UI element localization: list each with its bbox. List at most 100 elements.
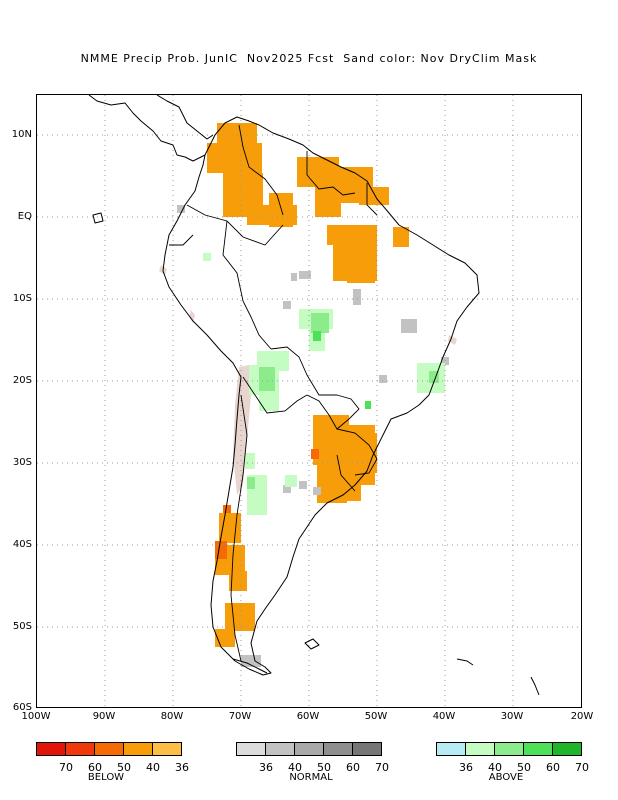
legend-below-swatch <box>37 743 66 755</box>
legend-below-swatch <box>124 743 153 755</box>
lat-label-20s: 20S <box>12 375 32 386</box>
below-cell <box>229 571 247 591</box>
above-cell <box>203 253 211 261</box>
legend-normal-swatch <box>266 743 295 755</box>
legend-normal-scale <box>236 742 382 756</box>
legend-normal-tick: 40 <box>288 761 302 774</box>
normal-cell <box>299 271 311 279</box>
lon-label-50w: 50W <box>364 711 388 722</box>
dry-mask-peru-coast <box>189 310 195 323</box>
above-cell-mid <box>259 367 275 391</box>
below-cell <box>393 227 409 247</box>
normal-cell <box>241 655 261 667</box>
dry-mask-brazil-ne <box>448 335 457 345</box>
legend-above-tick: 50 <box>517 761 531 774</box>
normal-cell <box>283 301 291 309</box>
legend-above-swatch <box>466 743 495 755</box>
normal-cell <box>283 485 291 493</box>
above-cell-mid <box>429 371 439 383</box>
falklands <box>304 638 320 650</box>
lat-label-40s: 40S <box>12 539 32 550</box>
normal-cell <box>313 487 321 495</box>
below-cell <box>217 123 257 143</box>
south-georgia <box>456 658 474 666</box>
legend-normal-tick: 36 <box>259 761 273 774</box>
legend-below-tick: 36 <box>175 761 189 774</box>
legend-normal-swatch <box>324 743 353 755</box>
border-ecuador <box>169 234 194 246</box>
border-bolivia-chile-argentina <box>242 376 308 414</box>
normal-cells <box>177 205 449 667</box>
above-normal-mid-cells <box>247 313 439 489</box>
map-frame <box>36 94 582 708</box>
border-guianas <box>366 183 378 216</box>
lon-label-100w: 100W <box>21 711 51 722</box>
legend-normal-swatch <box>353 743 381 755</box>
normal-cell <box>291 273 297 281</box>
country-borders <box>169 124 378 662</box>
graticule <box>37 95 581 707</box>
above-cell-strong <box>365 401 371 409</box>
lon-label-90w: 90W <box>92 711 116 722</box>
below-cell <box>207 143 262 173</box>
legend-below-swatch <box>153 743 181 755</box>
lon-label-80w: 80W <box>160 711 184 722</box>
legend-normal-tick: 70 <box>375 761 389 774</box>
below-cell <box>215 629 235 647</box>
legend-normal-tick: 50 <box>317 761 331 774</box>
legend-normal-swatch <box>237 743 266 755</box>
border-paraguay <box>306 394 360 430</box>
legend-above-swatch <box>524 743 553 755</box>
legend-normal-swatch <box>295 743 324 755</box>
central-america-coast <box>88 95 206 162</box>
below-cell <box>225 603 255 631</box>
above-cell-strong <box>313 331 321 341</box>
lat-label-eq: EQ <box>17 211 32 222</box>
below-cell <box>359 187 389 205</box>
normal-cell <box>441 357 449 365</box>
lat-label-50s: 50S <box>12 621 32 632</box>
lon-label-70w: 70W <box>228 711 252 722</box>
above-cell-mid <box>311 313 329 333</box>
legend-normal-caption: NORMAL <box>289 772 333 783</box>
legend-above-scale <box>436 742 582 756</box>
legend-above-tick: 36 <box>459 761 473 774</box>
border-brazil-uruguay <box>336 428 378 476</box>
normal-cell <box>401 319 417 333</box>
above-cell <box>245 453 255 469</box>
border-colombia-peru-brazil <box>186 204 284 246</box>
small-island <box>530 676 540 696</box>
border-colombia-venezuela <box>238 124 284 216</box>
legend-below-swatch <box>66 743 95 755</box>
map-canvas <box>37 95 581 707</box>
lat-label-60s: 60S <box>12 702 32 713</box>
border-bolivia-brazil <box>270 346 337 396</box>
above-normal-strong-cells <box>313 331 371 409</box>
legend-below-scale <box>36 742 182 756</box>
lon-label-30w: 30W <box>500 711 524 722</box>
legend-above-swatch <box>437 743 466 755</box>
legend-above-caption: ABOVE <box>488 772 524 783</box>
central-america-coast-north <box>156 95 214 140</box>
legend-above-swatch <box>553 743 581 755</box>
normal-cell <box>177 205 185 213</box>
coastlines <box>88 95 540 696</box>
lat-label-10s: 10S <box>12 293 32 304</box>
south-america-coast <box>162 116 480 676</box>
tierra-del-fuego <box>232 658 268 674</box>
legend-below-tick: 60 <box>88 761 102 774</box>
normal-cell <box>353 289 361 305</box>
above-cell <box>285 475 297 487</box>
legend-below-tick: 40 <box>146 761 160 774</box>
border-uruguay <box>336 454 356 492</box>
legend-above-tick: 60 <box>546 761 560 774</box>
above-cell <box>259 391 279 411</box>
normal-cell <box>299 481 307 489</box>
galapagos <box>92 212 104 224</box>
legend-normal-tick: 60 <box>346 761 360 774</box>
border-argentina-chile <box>230 394 248 662</box>
map-title: NMME Precip Prob. JunIC Nov2025 Fcst San… <box>80 52 538 65</box>
border-venezuela-guyana <box>306 151 356 196</box>
legend-below-swatch <box>95 743 124 755</box>
below-cell <box>347 245 375 283</box>
